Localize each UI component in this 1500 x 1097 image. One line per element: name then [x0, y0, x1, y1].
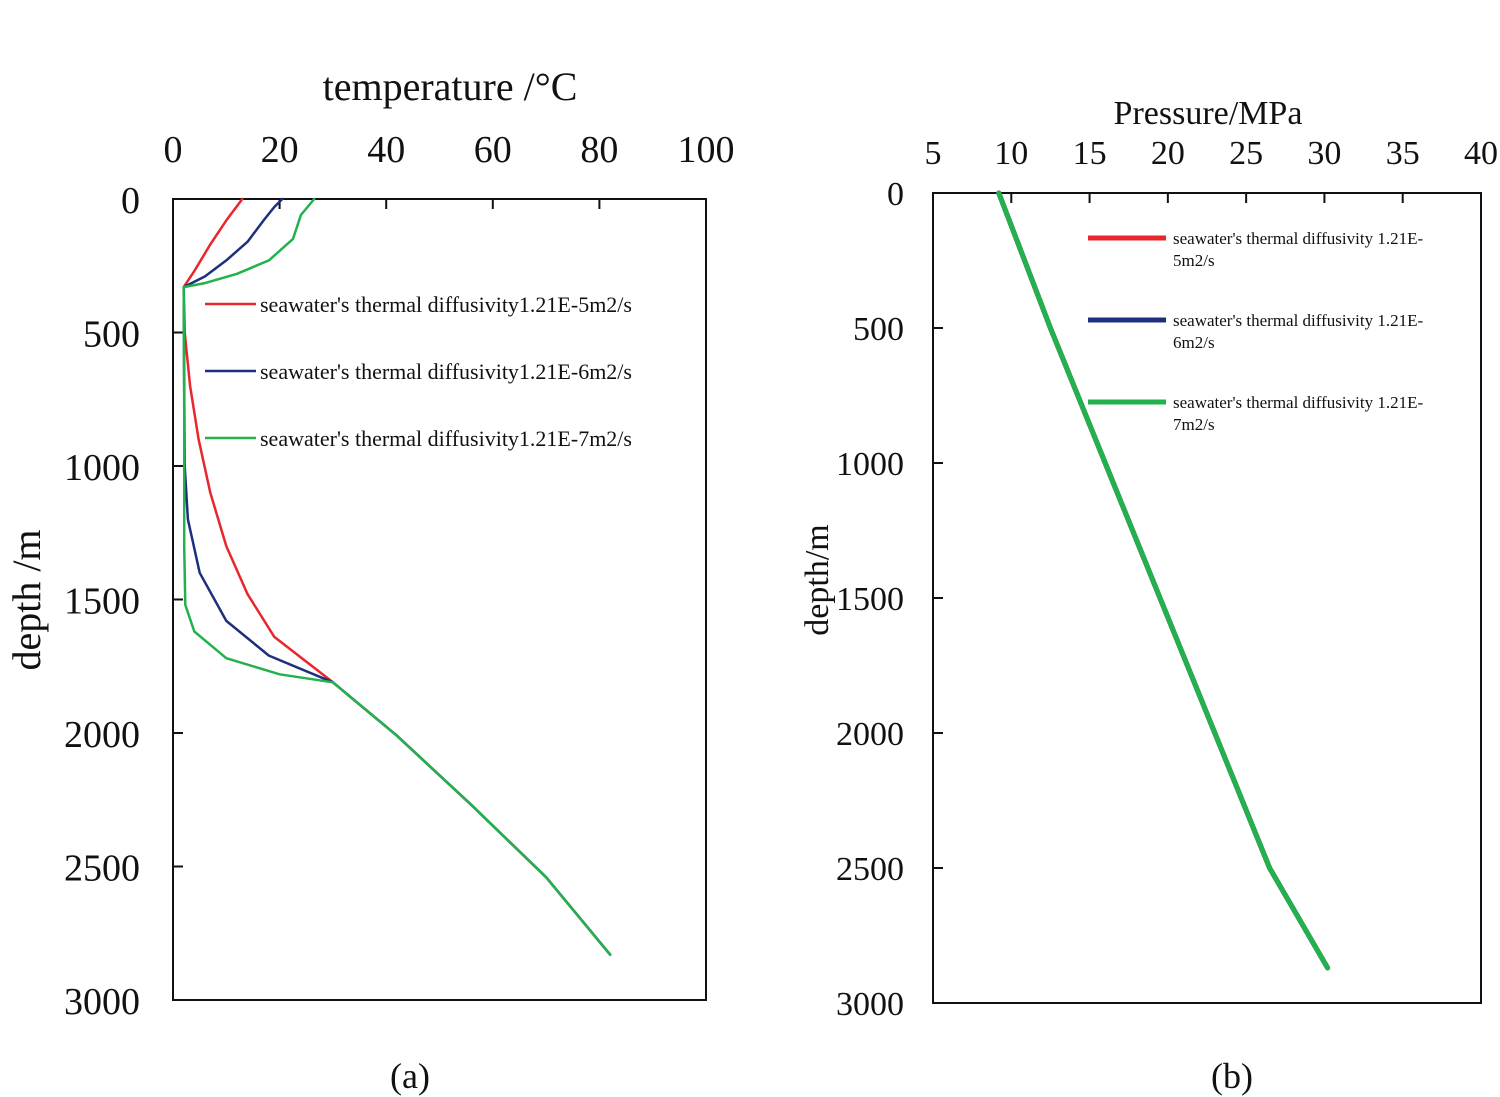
x-tick-label-a: 20	[261, 129, 299, 171]
x-tick-label-b: 15	[1073, 135, 1107, 172]
y-tick-label-b: 1000	[836, 446, 904, 483]
x-axis-title-a: temperature /°C	[323, 64, 578, 109]
y-tick-label-b: 2000	[836, 716, 904, 753]
legend-label-b-3: 7m2/s	[1173, 415, 1215, 434]
y-tick-label-b: 1500	[836, 581, 904, 618]
legend-label-b-2: seawater's thermal diffusivity 1.21E-	[1173, 311, 1423, 330]
y-tick-label-b: 2500	[836, 851, 904, 888]
series-group-a	[182, 197, 612, 956]
caption-b: (b)	[1211, 1056, 1253, 1096]
x-tick-label-a: 40	[367, 129, 405, 171]
x-tick-label-a: 80	[580, 129, 618, 171]
caption-a: (a)	[390, 1056, 430, 1096]
x-tick-label-b: 5	[925, 135, 942, 172]
chart-panel-a: temperature /°C depth /m 0 20 40 60 80 100 0 5…	[4, 64, 735, 1096]
legend-a: seawater's thermal diffusivity1.21E-5m2/…	[205, 292, 632, 451]
y-tick-label-a: 2000	[64, 714, 140, 756]
y-tick-label-a: 500	[83, 314, 140, 356]
y-tick-label-b: 3000	[836, 986, 904, 1023]
x-tick-label-a: 60	[474, 129, 512, 171]
x-tick-label-b: 10	[994, 135, 1028, 172]
y-tick-label-a: 1000	[64, 447, 140, 489]
legend-label-b-2: 6m2/s	[1173, 333, 1215, 352]
y-ticks-a: 0 500 1000 1500 2000 2500 3000	[64, 180, 183, 1023]
y-tick-label-b: 0	[887, 176, 904, 213]
legend-label-b-3: seawater's thermal diffusivity 1.21E-	[1173, 393, 1423, 412]
legend-label-a-2: seawater's thermal diffusivity1.21E-6m2/…	[260, 359, 632, 384]
legend-label-b-1: seawater's thermal diffusivity 1.21E-	[1173, 229, 1423, 248]
y-axis-title-b: depth/m	[799, 524, 836, 635]
y-axis-title-a: depth /m	[4, 529, 49, 670]
y-tick-label-a: 0	[121, 180, 140, 222]
series-line-b-1	[996, 190, 1331, 971]
x-tick-label-b: 35	[1386, 135, 1420, 172]
legend-label-a-3: seawater's thermal diffusivity1.21E-7m2/…	[260, 426, 632, 451]
x-tick-label-b: 25	[1229, 135, 1263, 172]
x-tick-label-b: 30	[1307, 135, 1341, 172]
legend-b: seawater's thermal diffusivity 1.21E- 5m2…	[1088, 229, 1423, 434]
x-tick-label-b: 40	[1464, 135, 1498, 172]
x-tick-label-b: 20	[1151, 135, 1185, 172]
chart-panel-b: Pressure/MPa depth/m 5 10 15 20 25 30 35 40 0 50…	[799, 95, 1498, 1096]
y-tick-label-a: 2500	[64, 848, 140, 890]
y-tick-label-a: 3000	[64, 981, 140, 1023]
y-ticks-b: 0 500 1000 1500 2000 2500 3000	[836, 176, 943, 1023]
x-ticks-b: 5 10 15 20 25 30 35 40	[925, 135, 1498, 203]
series-line-b-3	[996, 190, 1331, 971]
x-tick-label-a: 0	[164, 129, 183, 171]
legend-label-b-1: 5m2/s	[1173, 251, 1215, 270]
y-tick-label-a: 1500	[64, 581, 140, 623]
plot-frame-a	[172, 198, 707, 1001]
y-tick-label-b: 500	[853, 311, 904, 348]
x-axis-title-b: Pressure/MPa	[1114, 95, 1303, 132]
series-group-b	[996, 190, 1331, 971]
x-tick-label-a: 100	[678, 129, 735, 171]
x-ticks-a: 0 20 40 60 80 100	[164, 129, 735, 209]
legend-label-a-1: seawater's thermal diffusivity1.21E-5m2/…	[260, 292, 632, 317]
series-line-a-3	[182, 197, 612, 956]
series-line-b-2	[996, 190, 1331, 971]
